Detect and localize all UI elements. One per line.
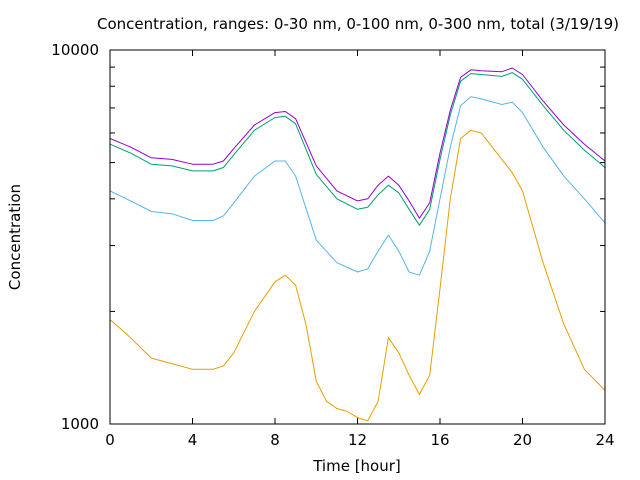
chart-title: Concentration, ranges: 0-30 nm, 0-100 nm… bbox=[97, 15, 619, 33]
series-line-4 bbox=[109, 129, 606, 422]
series-group bbox=[109, 67, 606, 422]
x-tick-label: 24 bbox=[595, 431, 614, 449]
axis-ticks: 0 4 8 12 16 20 24 1000 10000 bbox=[51, 41, 614, 449]
x-tick-label: 4 bbox=[188, 431, 198, 449]
series-line-3 bbox=[109, 96, 606, 276]
series-line-1 bbox=[109, 67, 606, 219]
x-tick-label: 16 bbox=[430, 431, 449, 449]
series-line-2 bbox=[109, 72, 606, 226]
x-tick-label: 20 bbox=[513, 431, 532, 449]
x-axis-label: Time [hour] bbox=[312, 457, 401, 475]
y-tick-label: 1000 bbox=[61, 415, 99, 433]
y-axis-label: Concentration bbox=[6, 184, 24, 290]
x-tick-label: 8 bbox=[270, 431, 280, 449]
x-tick-label: 0 bbox=[105, 431, 115, 449]
y-tick-label: 10000 bbox=[51, 41, 99, 59]
plot-frame bbox=[109, 49, 606, 425]
x-tick-label: 12 bbox=[348, 431, 367, 449]
